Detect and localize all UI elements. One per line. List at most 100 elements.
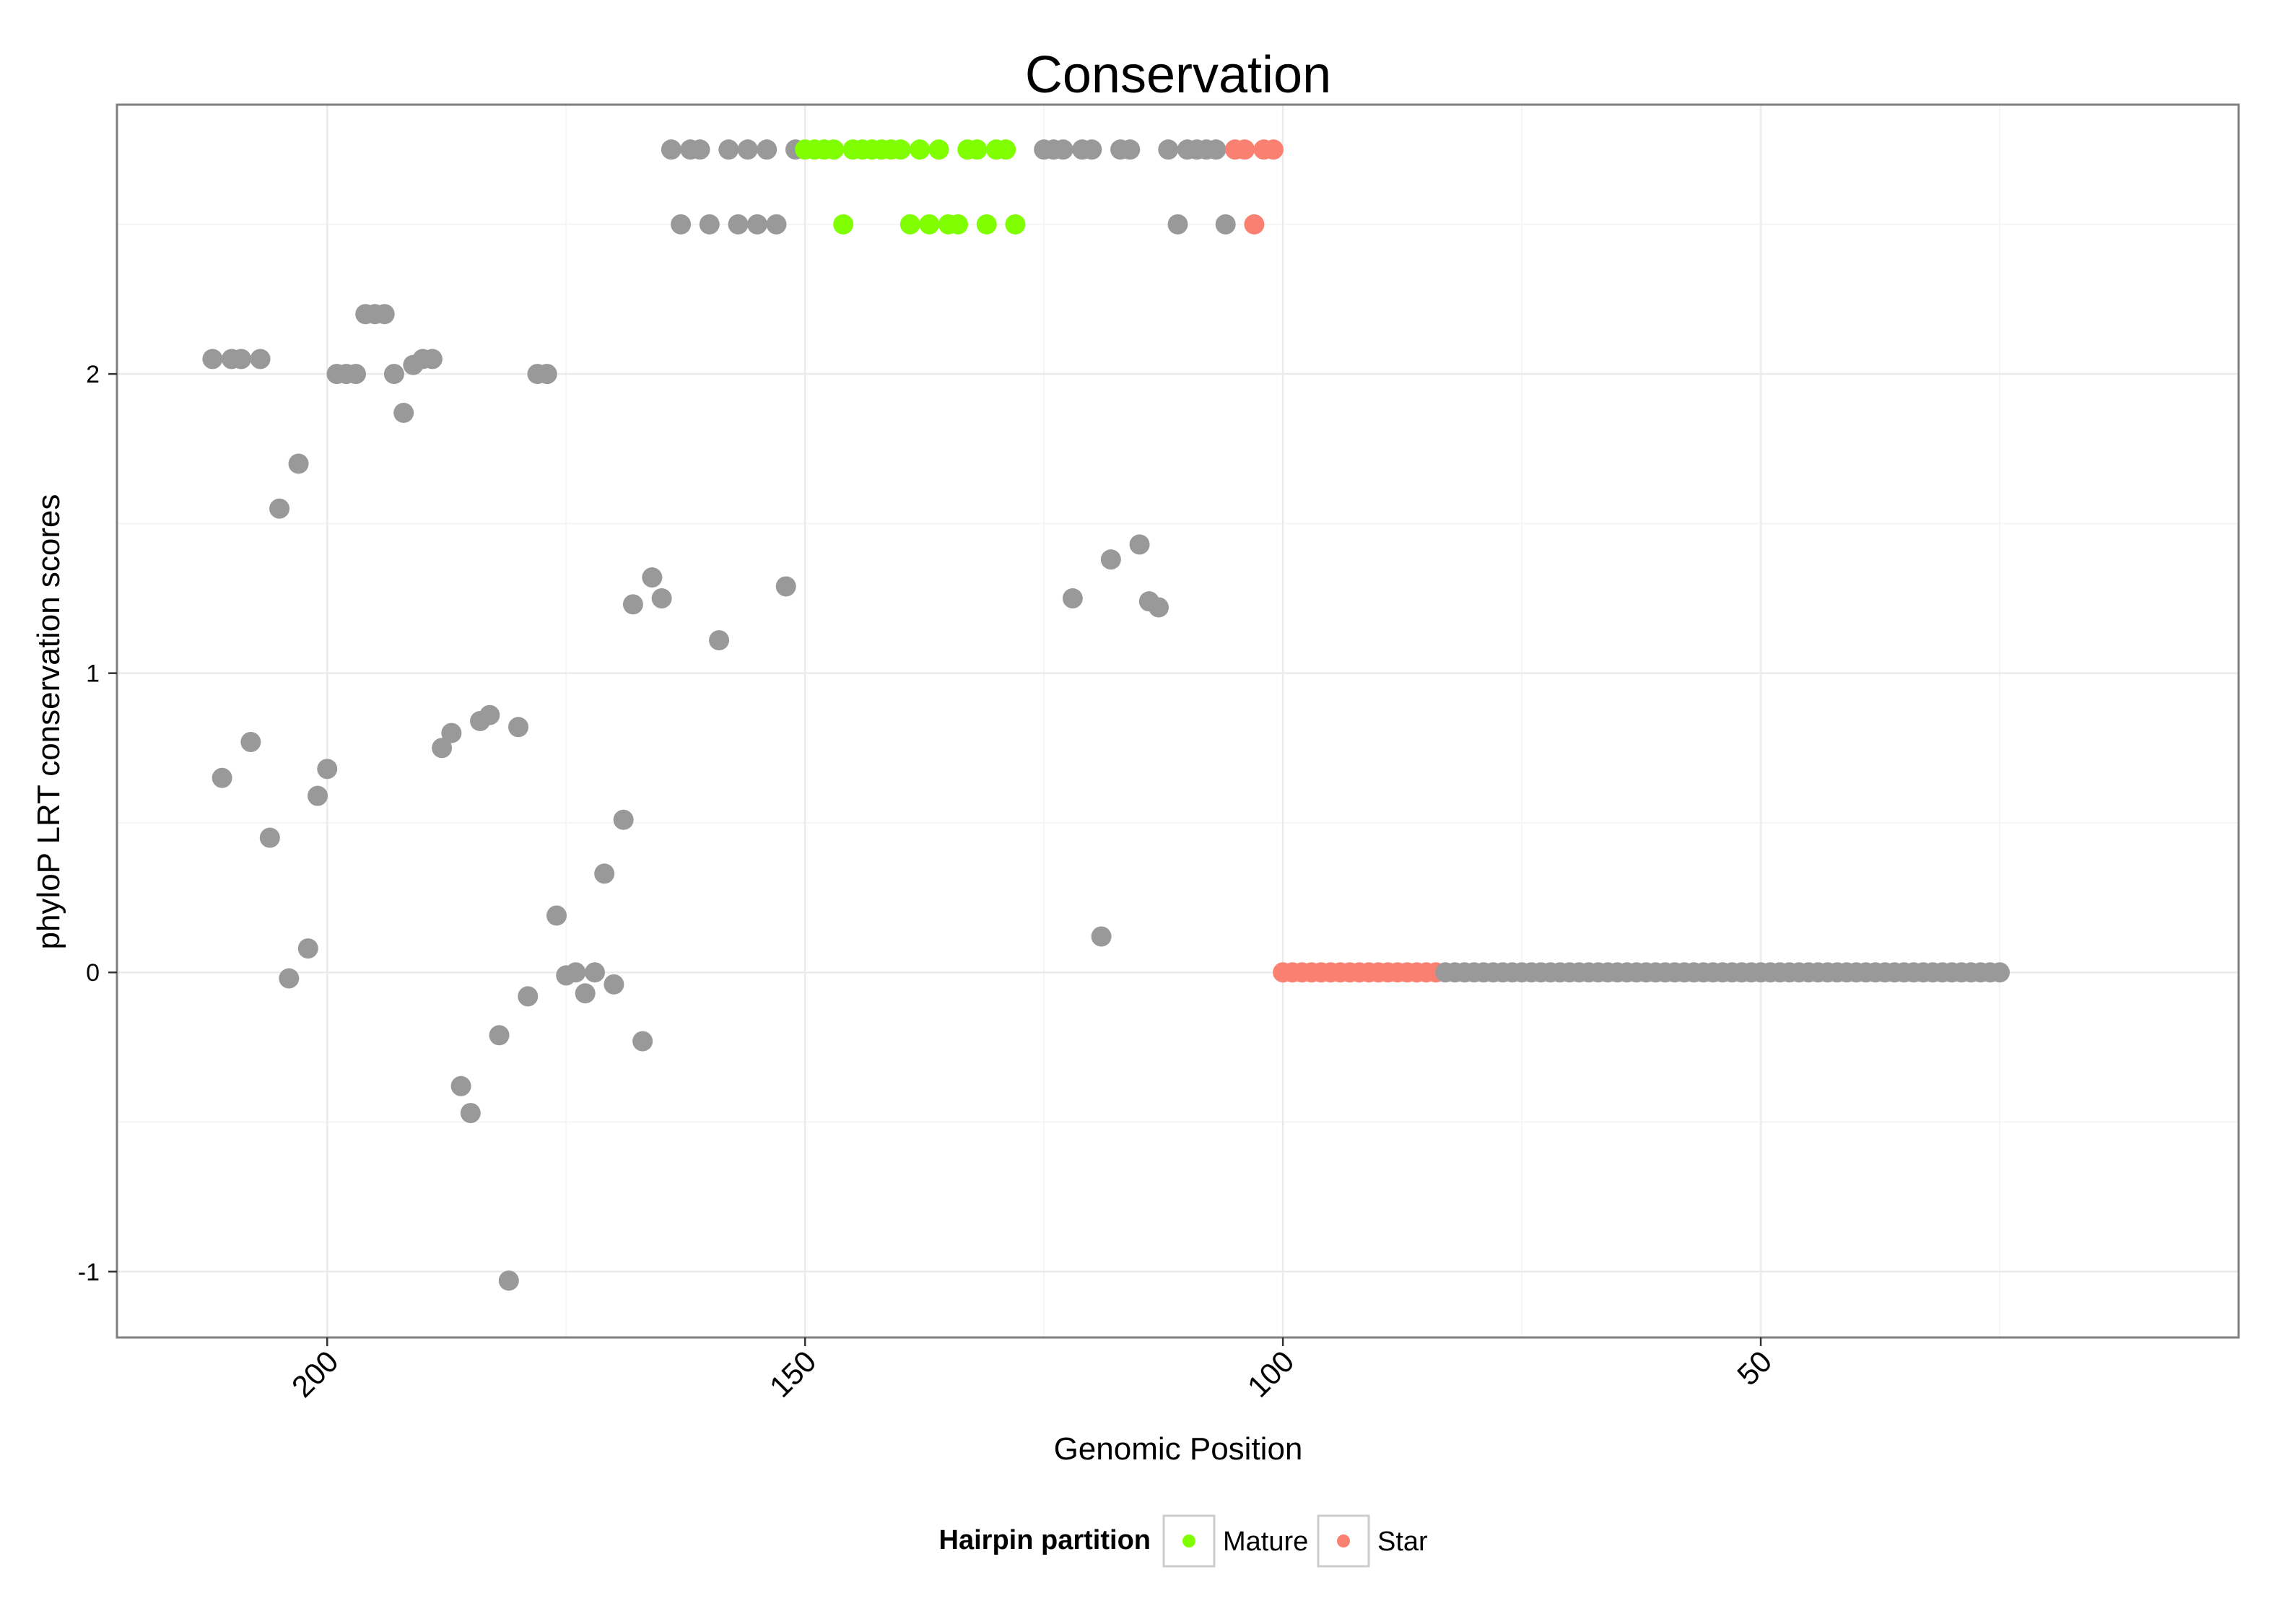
- data-point-other: [728, 214, 749, 235]
- data-point-other: [508, 717, 529, 738]
- data-point-other: [757, 139, 777, 160]
- data-point-other: [240, 732, 261, 753]
- plot-panel-border: [116, 103, 2240, 1339]
- y-axis-title: phyloP LRT conservation scores: [31, 494, 66, 949]
- data-point-mature: [948, 214, 969, 235]
- data-point-other: [202, 349, 223, 370]
- data-point-mature: [823, 139, 844, 160]
- x-tick-label: 50: [1730, 1344, 1778, 1392]
- data-point-other: [1091, 926, 1112, 947]
- data-point-other: [1053, 139, 1073, 160]
- data-point-other: [699, 214, 720, 235]
- data-point-other: [269, 498, 290, 519]
- legend-label-star: Star: [1377, 1527, 1428, 1557]
- data-point-other: [489, 1025, 510, 1046]
- data-point-other: [1062, 588, 1083, 609]
- data-point-mature: [1005, 214, 1026, 235]
- data-point-other: [250, 349, 271, 370]
- legend-swatch-mature: [1182, 1534, 1195, 1547]
- data-point-other: [1990, 962, 2011, 983]
- legend-swatch-star: [1337, 1534, 1350, 1547]
- data-point-other: [1215, 214, 1236, 235]
- data-point-other: [651, 588, 672, 609]
- data-point-other: [460, 1103, 481, 1124]
- data-point-other: [393, 403, 414, 423]
- data-point-other: [1149, 597, 1169, 618]
- data-point-other: [766, 214, 787, 235]
- chart-title: Conservation: [1025, 46, 1331, 104]
- data-point-other: [308, 785, 328, 806]
- data-point-mature: [919, 214, 940, 235]
- data-point-other: [775, 576, 796, 597]
- data-point-mature: [996, 139, 1016, 160]
- y-tick-label: 2: [86, 361, 100, 388]
- data-point-other: [231, 349, 252, 370]
- data-point-other: [317, 759, 338, 780]
- data-point-other: [450, 1075, 471, 1096]
- data-point-mature: [976, 214, 997, 235]
- data-point-other: [1081, 139, 1102, 160]
- data-point-other: [441, 722, 462, 743]
- data-point-other: [604, 974, 624, 995]
- data-point-other: [374, 304, 395, 325]
- x-tick-label: 150: [763, 1344, 823, 1404]
- data-point-other: [613, 809, 634, 830]
- data-point-other: [383, 364, 404, 385]
- data-point-other: [671, 214, 692, 235]
- data-point-other: [642, 567, 663, 588]
- data-point-mature: [967, 139, 988, 160]
- data-point-other: [345, 364, 366, 385]
- data-point-other: [297, 938, 318, 959]
- x-tick-label: 200: [285, 1344, 345, 1404]
- data-point-other: [288, 453, 309, 474]
- data-point-mature: [910, 139, 931, 160]
- data-point-other: [518, 986, 539, 1007]
- data-point-mature: [928, 139, 949, 160]
- legend-label-mature: Mature: [1223, 1527, 1308, 1557]
- data-point-star: [1263, 139, 1284, 160]
- plot-panel-background: [117, 105, 2239, 1337]
- data-point-other: [1167, 214, 1188, 235]
- data-point-other: [584, 962, 605, 983]
- data-point-other: [1129, 534, 1150, 555]
- legend: Hairpin partition Mature Star: [939, 1514, 1428, 1568]
- y-tick-label: 1: [86, 660, 100, 688]
- data-point-other: [689, 139, 710, 160]
- data-point-other: [498, 1270, 519, 1291]
- y-tick-label: -1: [78, 1259, 100, 1286]
- data-point-other: [1100, 549, 1121, 570]
- data-point-other: [594, 863, 615, 884]
- data-point-other: [1158, 139, 1179, 160]
- x-tick-label: 100: [1241, 1344, 1301, 1404]
- data-point-mature: [833, 214, 854, 235]
- data-point-other: [565, 962, 586, 983]
- data-point-other: [259, 827, 280, 848]
- data-point-other: [479, 704, 500, 725]
- x-axis-title: Genomic Position: [1054, 1431, 1303, 1467]
- data-point-star: [1244, 214, 1265, 235]
- data-point-other: [536, 364, 557, 385]
- data-point-other: [1206, 139, 1227, 160]
- data-point-other: [737, 139, 758, 160]
- legend-title: Hairpin partition: [939, 1525, 1151, 1555]
- data-point-mature: [899, 214, 920, 235]
- data-point-other: [661, 139, 681, 160]
- data-point-other: [632, 1031, 653, 1052]
- data-point-mature: [890, 139, 911, 160]
- points-layer: [202, 139, 2011, 1291]
- data-point-other: [1120, 139, 1141, 160]
- data-point-other: [709, 630, 730, 651]
- data-point-other: [279, 968, 300, 989]
- data-point-other: [575, 983, 596, 1004]
- data-point-other: [622, 594, 643, 615]
- data-point-other: [212, 767, 232, 788]
- data-point-other: [718, 139, 739, 160]
- y-tick-label: 0: [86, 959, 100, 987]
- data-point-other: [422, 349, 443, 370]
- data-point-other: [746, 214, 767, 235]
- data-point-star: [1234, 139, 1255, 160]
- data-point-other: [432, 738, 453, 759]
- data-point-other: [546, 905, 567, 926]
